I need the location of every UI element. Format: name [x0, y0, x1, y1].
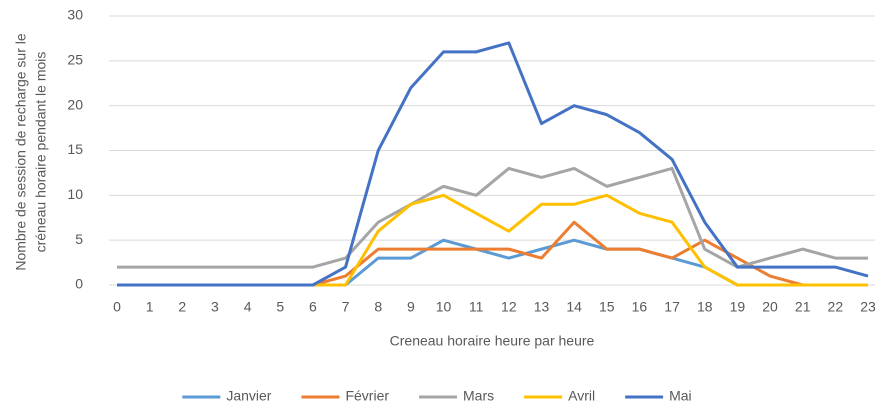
y-tick-label: 20: [67, 96, 83, 112]
x-tick-label: 12: [501, 299, 517, 315]
y-tick-label: 10: [67, 186, 83, 202]
x-axis-label: Creneau horaire heure par heure: [390, 333, 595, 349]
x-tick-label: 15: [599, 299, 615, 315]
x-tick-label: 6: [309, 299, 317, 315]
y-tick-label: 30: [67, 7, 83, 23]
x-tick-label: 7: [342, 299, 350, 315]
x-tick-label: 9: [407, 299, 415, 315]
x-tick-label: 20: [762, 299, 778, 315]
x-tick-label: 13: [534, 299, 550, 315]
x-tick-label: 1: [146, 299, 154, 315]
y-axis-label: Nombre de session de recharge sur le: [13, 33, 29, 271]
legend-label: Mai: [669, 388, 692, 404]
y-axis-label: créneau horaire pendant le mois: [33, 52, 49, 253]
x-tick-label: 21: [795, 299, 811, 315]
data-line: [117, 41, 869, 287]
y-tick-label: 0: [75, 276, 83, 292]
y-tick-label: 15: [67, 141, 83, 157]
x-tick-label: 19: [730, 299, 746, 315]
x-tick-label: 14: [566, 299, 582, 315]
x-tick-label: 3: [211, 299, 219, 315]
y-tick-label: 5: [75, 231, 83, 247]
x-tick-label: 11: [469, 299, 484, 315]
x-tick-label: 2: [178, 299, 186, 315]
legend-label: Janvier: [226, 388, 271, 404]
x-tick-label: 8: [374, 299, 382, 315]
legend-label: Février: [345, 388, 389, 404]
x-tick-label: 5: [276, 299, 284, 315]
x-tick-label: 4: [244, 299, 252, 315]
x-tick-label: 0: [113, 299, 121, 315]
y-tick-label: 25: [67, 52, 83, 68]
x-tick-label: 22: [828, 299, 844, 315]
x-tick-label: 18: [697, 299, 713, 315]
x-tick-label: 10: [436, 299, 452, 315]
x-tick-label: 16: [632, 299, 648, 315]
x-tick-label: 23: [860, 299, 875, 315]
legend-label: Avril: [568, 388, 595, 404]
x-tick-label: 17: [664, 299, 680, 315]
legend-label: Mars: [463, 388, 494, 404]
